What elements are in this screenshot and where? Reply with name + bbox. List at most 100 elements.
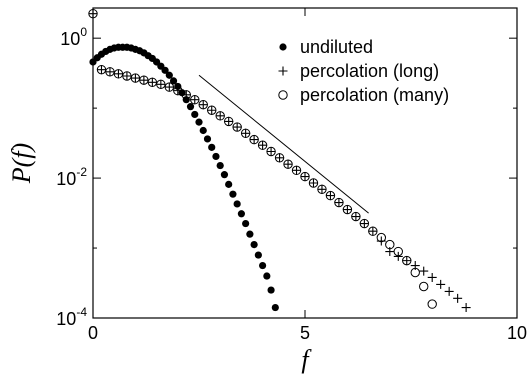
point (165, 71, 173, 79)
y-tick-exponent: -2 (76, 165, 87, 179)
point (271, 303, 279, 312)
point (190, 95, 200, 105)
point (225, 180, 233, 188)
point (246, 230, 254, 238)
legend-marker (278, 90, 288, 100)
point (199, 126, 207, 135)
point (229, 190, 237, 198)
point (317, 184, 327, 194)
legend-label: percolation (long) (300, 61, 439, 81)
point (291, 165, 302, 176)
point (181, 90, 191, 100)
point (275, 153, 285, 163)
point (191, 110, 199, 119)
point (368, 226, 378, 236)
legend-marker (279, 43, 287, 51)
point (325, 191, 335, 201)
y-tick-label: 10-2 (56, 165, 87, 189)
point (258, 140, 268, 150)
point (325, 190, 336, 201)
point (393, 251, 403, 261)
point (368, 226, 378, 236)
point (233, 200, 241, 208)
point (461, 303, 471, 313)
point (216, 161, 224, 170)
point (113, 69, 124, 79)
point (164, 82, 175, 92)
point (242, 219, 250, 228)
point (334, 197, 344, 208)
point (359, 218, 370, 229)
point (156, 79, 166, 89)
point (300, 172, 310, 182)
point (283, 159, 293, 169)
point (259, 261, 267, 270)
point (237, 210, 245, 218)
point (444, 286, 454, 296)
point (105, 67, 115, 77)
point (342, 204, 353, 215)
point (215, 111, 225, 121)
point (240, 128, 251, 138)
point (195, 118, 203, 126)
point (182, 96, 190, 104)
point (232, 122, 242, 132)
point (300, 171, 310, 182)
point (249, 135, 259, 145)
point (139, 75, 149, 85)
point (266, 146, 276, 156)
point (351, 212, 361, 222)
point (267, 286, 275, 294)
point (419, 266, 429, 276)
point (292, 165, 302, 175)
point (190, 94, 200, 105)
point (223, 116, 234, 127)
point (266, 146, 276, 157)
point (122, 71, 132, 81)
point (351, 211, 361, 222)
point (96, 64, 107, 75)
point (203, 135, 212, 143)
point (249, 134, 259, 145)
point (122, 71, 132, 81)
point (208, 143, 216, 151)
point (198, 100, 208, 110)
point (263, 272, 271, 280)
legend-marker (278, 66, 288, 76)
point (198, 99, 208, 110)
point (274, 153, 285, 163)
legend-label: percolation (many) (300, 85, 449, 105)
y-tick-exponent: -4 (76, 305, 87, 319)
point (308, 178, 319, 188)
y-axis-label: P(f) (7, 143, 36, 184)
legend-label: undiluted (300, 37, 373, 57)
point (173, 86, 183, 96)
x-axis-label: f (301, 345, 312, 374)
x-tick-label: 10 (507, 323, 527, 343)
point (215, 111, 225, 121)
point (130, 73, 140, 83)
point (334, 198, 344, 208)
point (254, 251, 262, 259)
point (385, 239, 395, 250)
point (402, 255, 412, 266)
point (342, 205, 352, 215)
point (173, 85, 183, 96)
point (257, 140, 268, 150)
y-tick-base: 10 (56, 169, 76, 189)
reference-line (198, 74, 369, 214)
point (169, 77, 178, 85)
point (130, 73, 141, 83)
point (453, 293, 463, 303)
point (419, 281, 429, 292)
point (113, 69, 123, 79)
point (186, 103, 195, 111)
point (147, 77, 158, 88)
point (410, 267, 420, 278)
point (207, 105, 217, 115)
point (224, 116, 234, 126)
point (393, 246, 403, 257)
point (359, 219, 369, 229)
point (436, 279, 446, 289)
